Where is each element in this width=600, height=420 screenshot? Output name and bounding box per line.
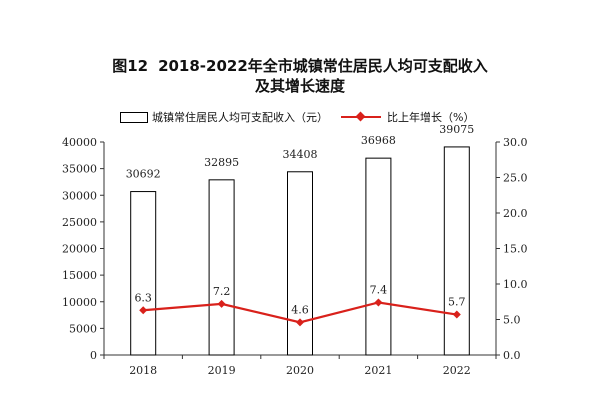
income-bar-label: 32895	[204, 156, 239, 169]
legend: 城镇常住居民人均可支配收入（元） 比上年增长（%）	[0, 109, 600, 127]
growth-label: 7.2	[213, 285, 231, 298]
growth-point	[374, 298, 383, 307]
income-bar	[443, 146, 470, 356]
income-bar-label: 39075	[439, 123, 474, 136]
legend-item-growth: 比上年增长（%）	[341, 109, 474, 125]
legend-item-income: 城镇常住居民人均可支配收入（元）	[120, 109, 328, 125]
growth-label: 6.3	[134, 291, 152, 304]
right-tick-label: 0.0	[503, 349, 521, 362]
left-tick-label: 25000	[62, 216, 97, 229]
title-text-line1: 2018-2022年全市城镇常住居民人均可支配收入	[158, 57, 488, 75]
right-tick-label: 20.0	[503, 207, 528, 220]
left-tick-label: 5000	[69, 322, 97, 335]
x-tick-label: 2022	[443, 364, 471, 377]
legend-bar-swatch	[120, 111, 148, 123]
income-bar	[287, 171, 313, 356]
left-tick-label: 30000	[62, 189, 97, 202]
figure-number: 图12	[112, 57, 149, 75]
left-tick-label: 40000	[62, 136, 97, 149]
chart-title: 图12 2018-2022年全市城镇常住居民人均可支配收入 及其增长速度	[0, 56, 600, 96]
left-tick-label: 20000	[62, 243, 97, 256]
income-bar-label: 30692	[126, 168, 161, 181]
left-tick-label: 35000	[62, 163, 97, 176]
income-bar-label: 36968	[361, 134, 396, 147]
x-tick-label: 2021	[364, 364, 392, 377]
left-tick-label: 0	[90, 349, 97, 362]
x-tick-label: 2018	[129, 364, 157, 377]
legend-label-growth: 比上年增长（%）	[387, 111, 475, 124]
growth-point	[296, 318, 304, 327]
legend-label-income: 城镇常住居民人均可支配收入（元）	[152, 111, 328, 124]
chart-title-line1: 图12 2018-2022年全市城镇常住居民人均可支配收入	[0, 56, 600, 76]
income-bar	[365, 157, 392, 356]
right-tick-label: 15.0	[503, 243, 528, 256]
right-tick-label: 10.0	[503, 278, 528, 291]
x-tick-label: 2019	[208, 364, 236, 377]
growth-label: 7.4	[370, 283, 388, 296]
legend-line-swatch	[341, 111, 381, 122]
growth-point	[139, 306, 148, 315]
right-tick-label: 5.0	[503, 314, 521, 327]
x-tick-label: 2020	[286, 364, 314, 377]
chart-title-line2: 及其增长速度	[254, 77, 345, 95]
right-tick-label: 25.0	[503, 172, 528, 185]
growth-label: 4.6	[291, 303, 309, 316]
left-tick-label: 15000	[62, 269, 97, 282]
growth-point	[217, 299, 226, 308]
growth-label: 5.7	[448, 296, 466, 309]
right-tick-label: 30.0	[503, 136, 528, 149]
income-bar	[208, 179, 235, 356]
growth-point	[452, 310, 461, 319]
income-bar-label: 34408	[283, 148, 318, 161]
left-tick-label: 10000	[62, 296, 97, 309]
income-bar	[130, 191, 157, 356]
